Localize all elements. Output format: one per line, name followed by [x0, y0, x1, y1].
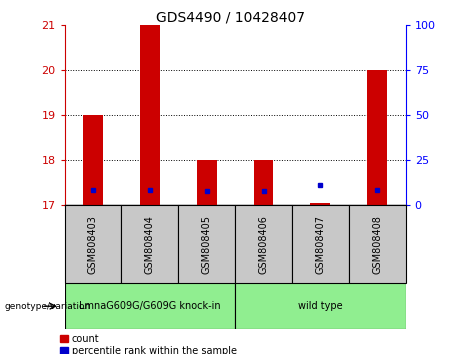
- Bar: [83, 115, 103, 205]
- Text: GSM808407: GSM808407: [315, 215, 325, 274]
- Bar: [178, 205, 235, 283]
- Bar: [140, 25, 160, 205]
- Bar: [367, 70, 387, 205]
- Text: GSM808404: GSM808404: [145, 215, 155, 274]
- Text: GDS4490 / 10428407: GDS4490 / 10428407: [156, 11, 305, 25]
- Text: GSM808405: GSM808405: [201, 215, 212, 274]
- Text: GSM808406: GSM808406: [259, 215, 269, 274]
- Bar: [197, 160, 217, 205]
- Bar: [254, 160, 273, 205]
- Bar: [65, 205, 121, 283]
- Bar: [292, 205, 349, 283]
- Text: wild type: wild type: [298, 301, 343, 311]
- Bar: [235, 283, 406, 329]
- Text: GSM808403: GSM808403: [88, 215, 98, 274]
- Legend: count, percentile rank within the sample: count, percentile rank within the sample: [60, 334, 237, 354]
- Bar: [65, 283, 235, 329]
- Bar: [121, 205, 178, 283]
- Text: genotype/variation: genotype/variation: [5, 302, 91, 311]
- Text: LmnaG609G/G609G knock-in: LmnaG609G/G609G knock-in: [79, 301, 221, 311]
- Text: GSM808408: GSM808408: [372, 215, 382, 274]
- Bar: [310, 203, 331, 205]
- Bar: [235, 205, 292, 283]
- Bar: [349, 205, 406, 283]
